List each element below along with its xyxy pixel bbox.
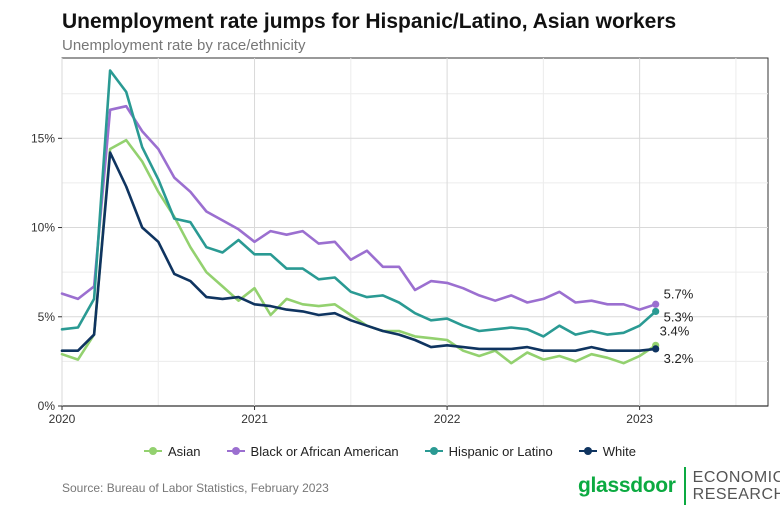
y-tick-label: 0% [38, 399, 56, 413]
x-tick-label: 2020 [49, 412, 76, 426]
series-line-hispanic [60, 69, 658, 338]
chart-subtitle: Unemployment rate by race/ethnicity [62, 37, 306, 54]
legend-swatch-asian [144, 446, 163, 456]
series-line-black [60, 104, 658, 311]
legend-swatch-white [578, 446, 597, 456]
series-end-point-black [652, 300, 660, 308]
legend-swatch-black [226, 446, 245, 456]
glassdoor-logo: glassdoor ECONOMIC RESEARCH [578, 466, 780, 506]
series-end-point-hispanic [652, 307, 660, 316]
legend-item-black: Black or African American [226, 443, 399, 459]
legend-label-hispanic: Hispanic or Latino [448, 443, 553, 459]
legend-label-white: White [602, 443, 636, 459]
series-end-point-white [652, 345, 660, 353]
logo-line-research: RESEARCH [692, 486, 780, 503]
end-label-hispanic: 5.3% [664, 309, 694, 324]
legend-swatch-hispanic [424, 446, 443, 456]
legend-item-asian: Asian [144, 444, 201, 459]
logo-divider [683, 467, 686, 505]
legend-label-black: Black or African American [250, 443, 399, 459]
series-line-white [60, 151, 658, 353]
chart-title: Unemployment rate jumps for Hispanic/Lat… [62, 10, 677, 33]
y-tick-label: 10% [31, 221, 55, 235]
x-tick-label: 2023 [626, 412, 653, 426]
logo-wordmark: glassdoor [578, 474, 676, 497]
end-label-white: 3.2% [664, 351, 694, 366]
legend-label-asian: Asian [168, 443, 201, 459]
end-label-black: 5.7% [664, 286, 694, 301]
logo-economic-research: ECONOMIC RESEARCH [693, 469, 780, 503]
x-tick-label: 2021 [241, 412, 268, 426]
legend: Asian Black or African American Hispanic… [0, 440, 780, 462]
legend-item-white: White [578, 443, 636, 459]
plot-frame [61, 57, 769, 407]
logo-line-economic: ECONOMIC [692, 469, 780, 486]
x-tick-label: 2022 [434, 412, 461, 426]
end-label-asian: 3.4% [660, 323, 690, 338]
legend-item-hispanic: Hispanic or Latino [424, 443, 553, 459]
line-chart: 0% 5% 10% 15% 2020 2021 2022 2023 3.4% 5.7% 5.3%… [31, 57, 769, 426]
series-line-asian [60, 138, 658, 365]
y-tick-label: 5% [38, 310, 56, 324]
source-note: Source: Bureau of Labor Statistics, Febr… [62, 481, 329, 495]
y-tick-label: 15% [31, 131, 55, 145]
